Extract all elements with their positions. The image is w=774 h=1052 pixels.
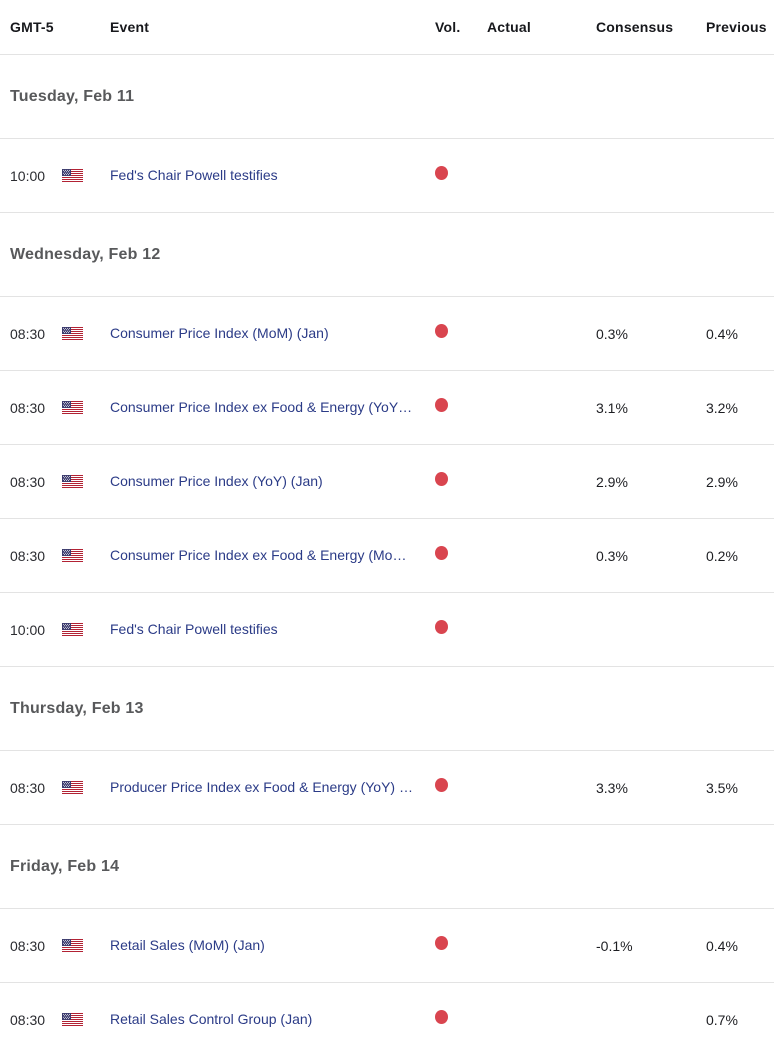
volatility-dot-icon — [435, 166, 448, 180]
event-name-cell: Fed's Chair Powell testifies — [110, 621, 435, 639]
event-link[interactable]: Retail Sales (MoM) (Jan) — [110, 936, 265, 953]
column-header-previous: Previous — [706, 19, 767, 35]
event-name-cell: Consumer Price Index ex Food & Energy (Y… — [110, 399, 435, 417]
column-header-actual: Actual — [487, 19, 531, 35]
volatility-cell — [435, 324, 487, 343]
event-previous: 0.2% — [706, 547, 738, 564]
event-link[interactable]: Consumer Price Index (MoM) (Jan) — [110, 324, 329, 341]
day-header-row: Friday, Feb 14 — [0, 825, 774, 909]
event-link[interactable]: Consumer Price Index ex Food & Energy (M… — [110, 546, 407, 563]
event-name-cell: Consumer Price Index (YoY) (Jan) — [110, 473, 435, 491]
day-header-label: Thursday, Feb 13 — [10, 699, 144, 717]
event-row: 08:30 Producer Price Index ex Food & E — [0, 751, 774, 825]
day-header-row: Tuesday, Feb 11 — [0, 55, 774, 139]
volatility-dot-icon — [435, 620, 448, 634]
event-consensus: 2.9% — [596, 473, 628, 490]
event-consensus: 0.3% — [596, 325, 628, 342]
volatility-cell — [435, 778, 487, 797]
us-flag-icon — [62, 401, 110, 414]
event-consensus: 0.3% — [596, 547, 628, 564]
event-row: 08:30 Consumer Price Index ex Food & E — [0, 371, 774, 445]
volatility-cell — [435, 620, 487, 639]
volatility-cell — [435, 398, 487, 417]
calendar-rows: Tuesday, Feb 11 10:00 Fed's — [0, 55, 774, 1052]
volatility-dot-icon — [435, 778, 448, 792]
event-link[interactable]: Consumer Price Index (YoY) (Jan) — [110, 472, 323, 489]
event-row: 08:30 Consumer Price Index (YoY) (Jan) — [0, 445, 774, 519]
volatility-cell — [435, 472, 487, 491]
volatility-dot-icon — [435, 936, 448, 950]
event-row: 10:00 Fed's Chair Powell testifies — [0, 139, 774, 213]
event-consensus: 3.1% — [596, 399, 628, 416]
event-row: 08:30 Retail Sales Control Group (Jan) — [0, 983, 774, 1052]
event-row: 08:30 Retail Sales (MoM) (Jan) — [0, 909, 774, 983]
day-header-label: Tuesday, Feb 11 — [10, 87, 135, 105]
event-time: 08:30 — [10, 937, 46, 954]
event-previous: 2.9% — [706, 473, 738, 490]
us-flag-icon — [62, 939, 110, 952]
us-flag-icon — [62, 169, 110, 182]
volatility-dot-icon — [435, 546, 448, 560]
event-row: 08:30 Consumer Price Index (MoM) (Jan) — [0, 297, 774, 371]
volatility-cell — [435, 936, 487, 955]
event-name-cell: Fed's Chair Powell testifies — [110, 167, 435, 185]
day-header-row: Wednesday, Feb 12 — [0, 213, 774, 297]
day-header-row: Thursday, Feb 13 — [0, 667, 774, 751]
column-header-consensus: Consensus — [596, 19, 674, 35]
us-flag-icon — [62, 1013, 110, 1026]
event-time: 08:30 — [10, 473, 46, 490]
us-flag-icon — [62, 781, 110, 794]
event-previous: 0.4% — [706, 937, 738, 954]
volatility-dot-icon — [435, 324, 448, 338]
event-name-cell: Producer Price Index ex Food & Energy (Y… — [110, 779, 435, 797]
event-consensus: 3.3% — [596, 779, 628, 796]
us-flag-icon — [62, 623, 110, 636]
event-time: 08:30 — [10, 1011, 46, 1028]
column-header-vol: Vol. — [435, 19, 461, 35]
event-consensus: -0.1% — [596, 937, 633, 954]
event-time: 10:00 — [10, 167, 46, 184]
event-row: 10:00 Fed's Chair Powell testifies — [0, 593, 774, 667]
volatility-cell — [435, 546, 487, 565]
us-flag-icon — [62, 549, 110, 562]
event-link[interactable]: Producer Price Index ex Food & Energy (Y… — [110, 778, 413, 795]
day-header-label: Friday, Feb 14 — [10, 857, 120, 875]
table-header-row: GMT-5 Event Vol. Actual Consensus Previo… — [0, 0, 774, 55]
event-time: 10:00 — [10, 621, 46, 638]
event-name-cell: Retail Sales (MoM) (Jan) — [110, 937, 435, 955]
event-name-cell: Retail Sales Control Group (Jan) — [110, 1011, 435, 1029]
event-previous: 3.2% — [706, 399, 738, 416]
event-name-cell: Consumer Price Index (MoM) (Jan) — [110, 325, 435, 343]
event-time: 08:30 — [10, 399, 46, 416]
day-header-label: Wednesday, Feb 12 — [10, 245, 161, 263]
us-flag-icon — [62, 475, 110, 488]
event-link[interactable]: Fed's Chair Powell testifies — [110, 620, 278, 637]
column-header-event: Event — [110, 19, 150, 35]
event-link[interactable]: Fed's Chair Powell testifies — [110, 166, 278, 183]
volatility-cell — [435, 166, 487, 185]
event-previous: 0.7% — [706, 1011, 738, 1028]
event-time: 08:30 — [10, 547, 46, 564]
volatility-dot-icon — [435, 472, 448, 486]
event-time: 08:30 — [10, 325, 46, 342]
us-flag-icon — [62, 327, 110, 340]
event-previous: 3.5% — [706, 779, 738, 796]
volatility-dot-icon — [435, 1010, 448, 1024]
event-link[interactable]: Retail Sales Control Group (Jan) — [110, 1010, 313, 1027]
volatility-dot-icon — [435, 398, 448, 412]
volatility-cell — [435, 1010, 487, 1029]
event-name-cell: Consumer Price Index ex Food & Energy (M… — [110, 547, 435, 565]
column-header-time: GMT-5 — [10, 19, 54, 35]
event-time: 08:30 — [10, 779, 46, 796]
event-row: 08:30 Consumer Price Index ex Food & E — [0, 519, 774, 593]
event-previous: 0.4% — [706, 325, 738, 342]
event-link[interactable]: Consumer Price Index ex Food & Energy (Y… — [110, 398, 413, 415]
